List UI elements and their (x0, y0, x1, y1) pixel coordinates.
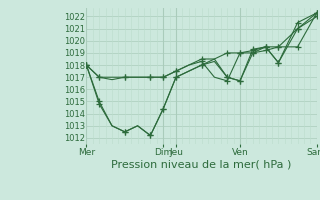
X-axis label: Pression niveau de la mer( hPa ): Pression niveau de la mer( hPa ) (111, 160, 292, 170)
